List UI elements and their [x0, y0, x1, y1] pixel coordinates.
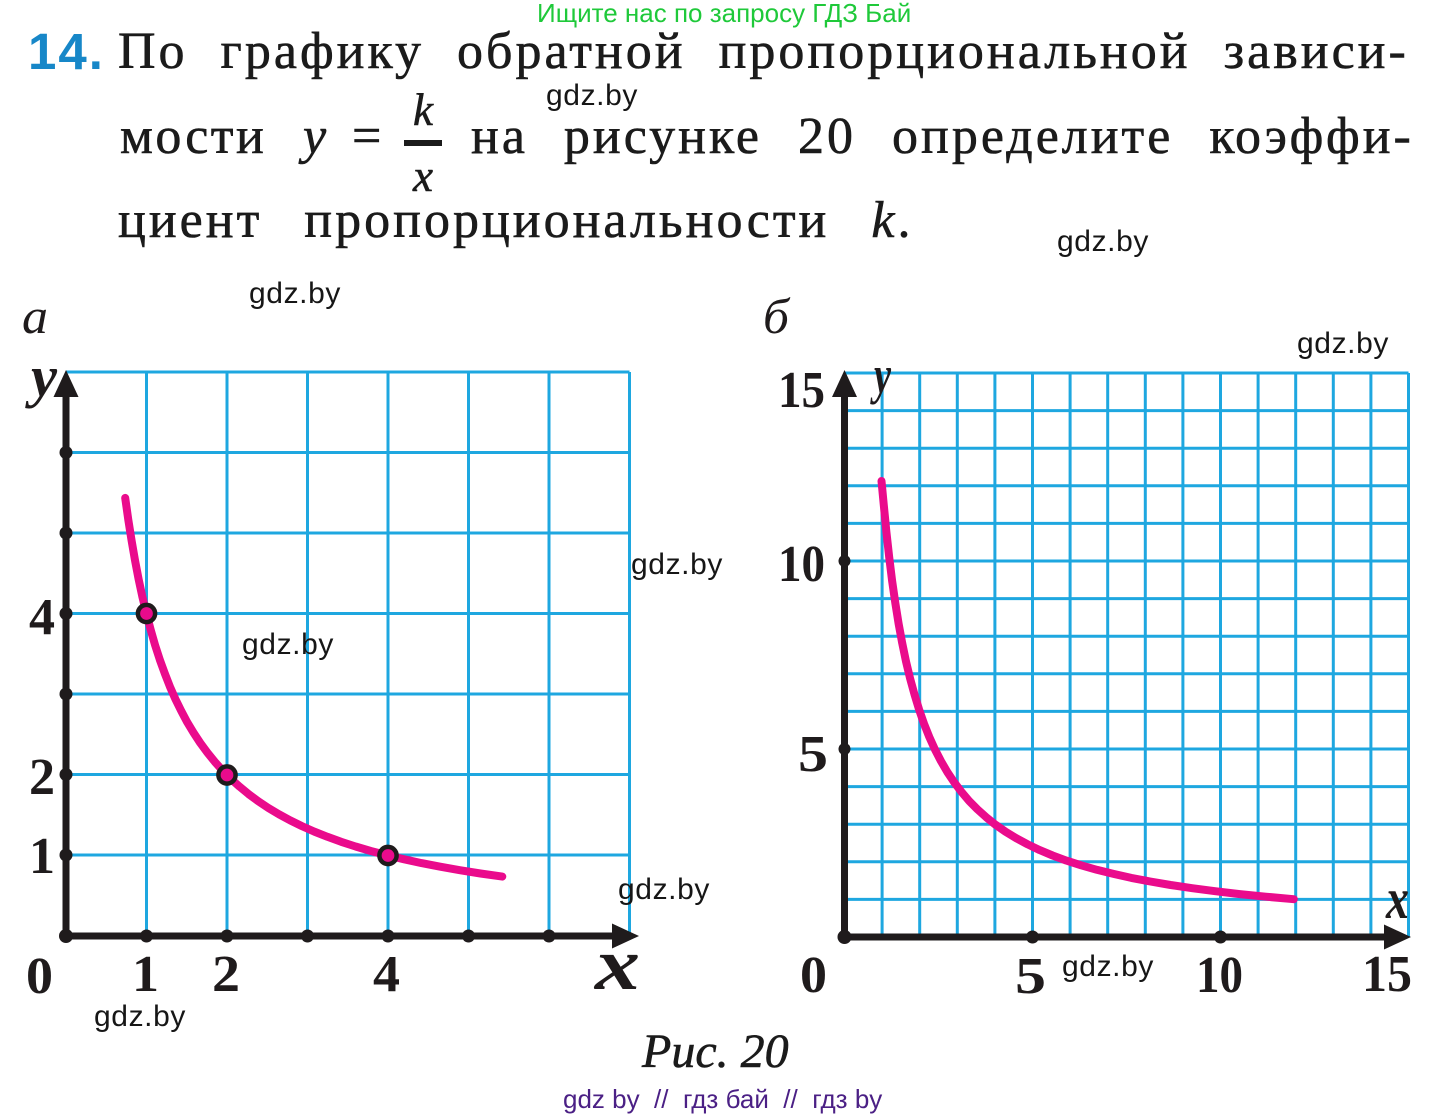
svg-text:y: y: [25, 344, 57, 409]
svg-text:y: y: [870, 345, 892, 405]
svg-text:10: 10: [1196, 947, 1243, 1004]
svg-text:1: 1: [132, 946, 159, 1003]
svg-text:4: 4: [373, 946, 400, 1003]
svg-text:0: 0: [26, 948, 53, 1005]
svg-text:x: x: [594, 924, 640, 1006]
svg-text:1: 1: [29, 828, 55, 885]
svg-text:x: x: [1385, 866, 1409, 931]
svg-text:15: 15: [1362, 946, 1412, 1003]
svg-text:5: 5: [1015, 948, 1046, 1005]
svg-text:4: 4: [29, 589, 55, 646]
svg-text:0: 0: [800, 947, 827, 1004]
svg-text:5: 5: [798, 726, 828, 783]
svg-text:2: 2: [29, 749, 55, 806]
svg-text:а: а: [22, 288, 48, 344]
svg-text:б: б: [763, 288, 791, 344]
svg-text:10: 10: [778, 536, 825, 593]
svg-text:15: 15: [778, 362, 825, 419]
svg-text:2: 2: [212, 946, 240, 1003]
